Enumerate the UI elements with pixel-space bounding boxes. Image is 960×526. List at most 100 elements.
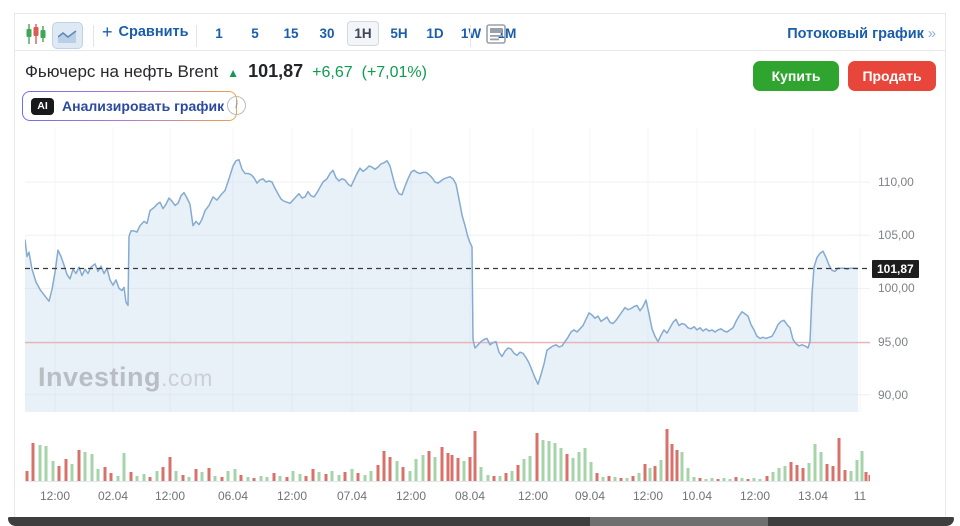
area-chart-button[interactable] xyxy=(52,22,83,49)
volume-bar xyxy=(541,440,545,481)
volume-bar xyxy=(722,478,726,481)
volume-bar xyxy=(330,471,334,481)
volume-bar xyxy=(462,461,466,481)
volume-bar xyxy=(777,468,781,481)
timeframe-5[interactable]: 5 xyxy=(251,26,259,41)
time-axis-label: 12:00 xyxy=(395,489,427,503)
volume-bar xyxy=(57,466,61,481)
volume-bar xyxy=(692,477,696,481)
price-axis-label: 95,00 xyxy=(878,334,909,349)
toolbar-separator-3 xyxy=(470,25,471,47)
volume-bar xyxy=(122,453,126,481)
volume-bar xyxy=(486,475,490,481)
timeframe-1W[interactable]: 1W xyxy=(460,26,482,41)
volume-bar xyxy=(90,454,94,481)
volume-bar xyxy=(765,476,769,481)
volume-bar xyxy=(83,452,87,481)
volume-bar xyxy=(686,468,690,481)
time-axis-label: 10.04 xyxy=(681,489,713,503)
volume-chart-area[interactable] xyxy=(25,425,870,482)
plus-icon: + xyxy=(102,22,113,42)
toolbar-separator-1 xyxy=(93,25,94,47)
volume-bar xyxy=(771,472,775,481)
volume-bar xyxy=(142,474,146,481)
volume-bar xyxy=(653,466,657,481)
volume-bar xyxy=(44,446,48,481)
time-axis-label: 12:00 xyxy=(276,489,308,503)
timeframe-1D[interactable]: 1D xyxy=(426,26,444,41)
volume-bar xyxy=(421,455,425,481)
time-axis-label: 12:00 xyxy=(39,489,71,503)
volume-bar xyxy=(356,473,360,481)
timeframe-15[interactable]: 15 xyxy=(283,26,299,41)
compare-label: Сравнить xyxy=(118,24,189,40)
time-axis-label: 11 xyxy=(853,489,867,503)
volume-bar xyxy=(547,441,551,481)
volume-bar xyxy=(194,469,198,481)
news-panel-button[interactable] xyxy=(483,22,508,46)
sell-button[interactable]: Продать xyxy=(848,61,936,91)
time-axis-label: 12:00 xyxy=(154,489,186,503)
volume-bar xyxy=(168,457,172,481)
volume-bar xyxy=(516,465,520,481)
container-border-top xyxy=(14,13,945,14)
volume-bar xyxy=(789,462,793,481)
time-axis-label: 12:00 xyxy=(739,489,771,503)
volume-bar xyxy=(613,477,617,481)
streaming-chart-label: Потоковый график xyxy=(787,26,924,42)
volume-bar xyxy=(670,444,674,481)
time-axis-label: 12:00 xyxy=(517,489,549,503)
volume-bar xyxy=(363,475,367,481)
volume-bar xyxy=(813,444,817,481)
timeframe-1H[interactable]: 1H xyxy=(347,21,379,46)
volume-bar xyxy=(801,468,805,481)
volume-bar xyxy=(440,447,444,481)
volume-bar xyxy=(535,433,539,481)
volume-bar xyxy=(174,471,178,481)
volume-bar xyxy=(408,471,412,481)
volume-bar xyxy=(324,474,328,481)
volume-bar xyxy=(864,472,868,481)
timeframe-1M[interactable]: 1M xyxy=(497,26,517,41)
volume-bar xyxy=(868,475,870,481)
compare-button[interactable]: + Сравнить xyxy=(102,22,189,42)
volume-bar xyxy=(665,429,669,481)
streaming-chart-link[interactable]: Потоковый график» xyxy=(787,26,936,42)
volume-bar xyxy=(843,470,847,481)
timeframe-5H[interactable]: 5H xyxy=(390,26,408,41)
buy-button[interactable]: Купить xyxy=(753,61,839,91)
volume-bar xyxy=(648,468,652,481)
volume-bar xyxy=(860,451,864,481)
volume-bar xyxy=(698,478,702,481)
volume-bar xyxy=(148,477,152,481)
info-icon[interactable]: i xyxy=(227,96,246,115)
container-border-left xyxy=(14,13,15,517)
timeframe-30[interactable]: 30 xyxy=(319,26,335,41)
scrollbar-thumb[interactable] xyxy=(590,517,768,526)
volume-bar xyxy=(64,459,68,481)
volume-bar xyxy=(259,476,263,481)
volume-bar xyxy=(181,475,185,481)
volume-bar xyxy=(716,479,720,481)
volume-bar xyxy=(589,462,593,481)
timeframe-1[interactable]: 1 xyxy=(215,26,223,41)
volume-bar xyxy=(96,469,100,481)
candlestick-chart-button[interactable] xyxy=(24,23,48,45)
toolbar-divider xyxy=(14,50,945,51)
price-chart-area[interactable] xyxy=(25,128,870,418)
volume-bar xyxy=(855,460,859,481)
investing-watermark: Investing.com xyxy=(38,362,213,393)
container-border-right xyxy=(945,13,946,517)
volume-bar xyxy=(577,452,581,481)
volume-bar xyxy=(220,477,224,481)
volume-bar xyxy=(498,476,502,481)
volume-bar xyxy=(659,460,663,481)
volume-bar xyxy=(456,458,460,481)
volume-bar xyxy=(728,479,732,481)
analyze-chart-ai-button[interactable]: AI Анализировать график xyxy=(22,91,237,121)
volume-bar xyxy=(155,471,159,481)
time-axis-label: 07.04 xyxy=(336,489,368,503)
volume-bar xyxy=(528,456,532,481)
time-axis-label: 13.04 xyxy=(797,489,829,503)
